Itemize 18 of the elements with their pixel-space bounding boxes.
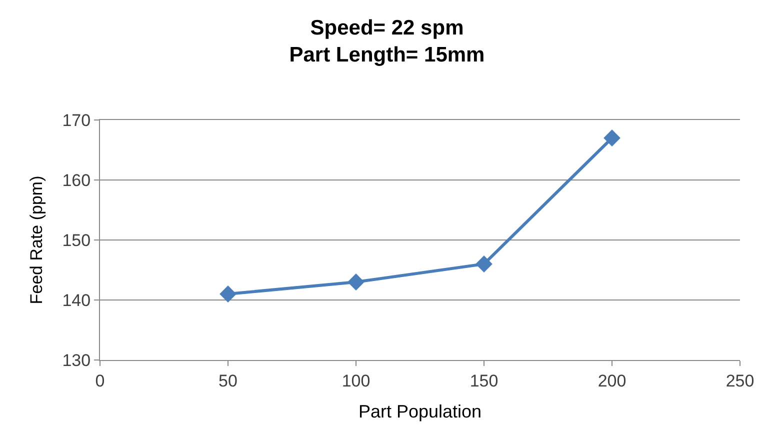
y-axis-title: Feed Rate (ppm): [26, 176, 46, 304]
y-tick-label: 150: [62, 230, 91, 250]
x-tick-label: 250: [726, 371, 754, 390]
x-tick-label: 0: [95, 371, 105, 390]
x-tick-label: 50: [218, 371, 238, 390]
point: [476, 256, 492, 272]
point: [604, 130, 620, 146]
point: [348, 274, 364, 290]
x-tick-label: 100: [342, 371, 370, 390]
chart-title: Speed= 22 spm Part Length= 15mm: [289, 16, 485, 67]
x-axis-title: Part Population: [358, 402, 482, 422]
y-tick-label: 170: [62, 110, 91, 130]
y-tick-label: 160: [62, 170, 91, 190]
y-tick-label: 140: [62, 290, 91, 310]
x-tick-label: 200: [598, 371, 626, 390]
point: [220, 286, 236, 302]
y-tick-label: 130: [62, 350, 91, 370]
x-tick-label: 150: [470, 371, 498, 390]
